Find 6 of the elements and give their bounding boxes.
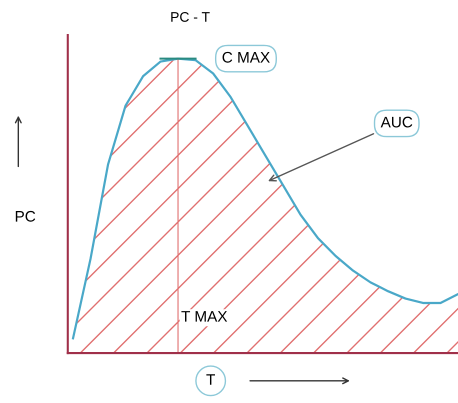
annotation: AUC bbox=[380, 116, 412, 128]
y-axis-title: PC bbox=[16, 210, 36, 222]
annotation: T MAX bbox=[181, 311, 228, 322]
x-axis-title: T bbox=[206, 374, 215, 385]
chart-title: PC - T bbox=[171, 12, 210, 22]
annotation: C MAX bbox=[222, 52, 270, 63]
